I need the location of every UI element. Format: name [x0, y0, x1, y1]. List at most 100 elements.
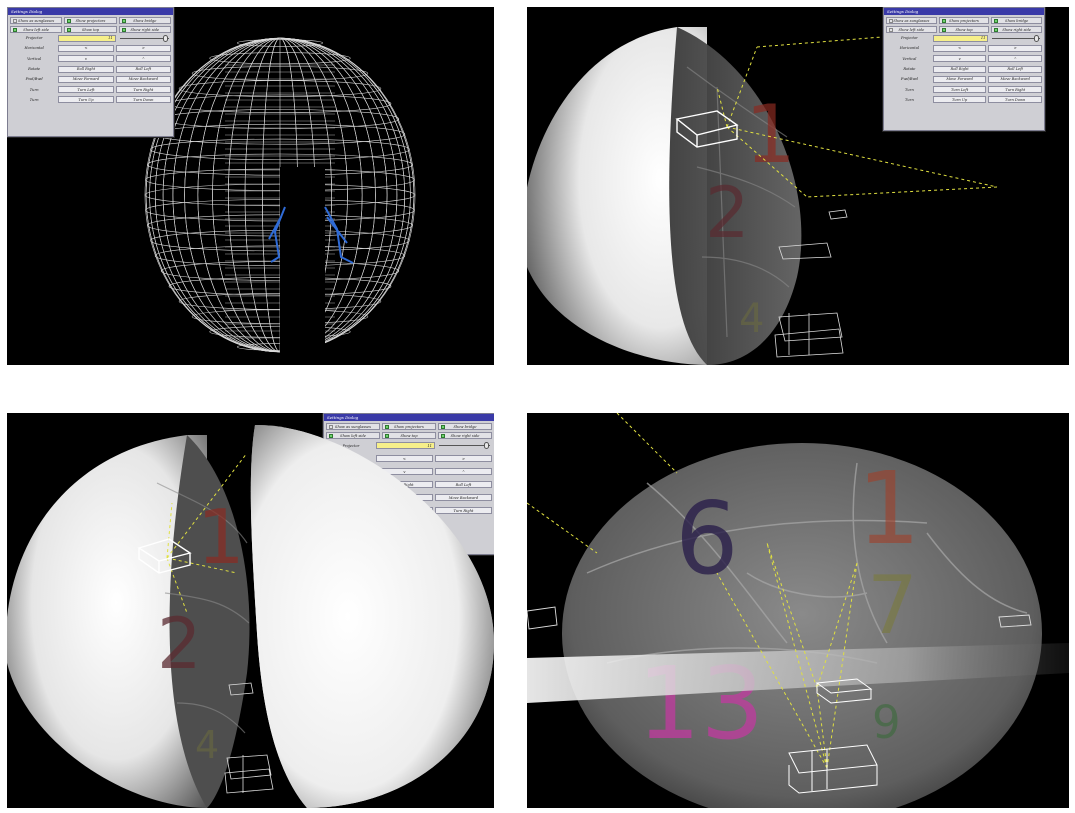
- half-sphere-render: 1 2 4: [527, 27, 998, 365]
- turn-left-button[interactable]: Turn Left: [932, 86, 987, 94]
- toggle-top[interactable]: Show top: [382, 432, 436, 439]
- sphere-number: 6: [675, 480, 739, 597]
- move-backward-button[interactable]: Move Backward: [115, 75, 172, 83]
- sphere-number: 2: [705, 172, 750, 254]
- vertical-up-button[interactable]: ^: [434, 468, 493, 475]
- toggle-sunglasses[interactable]: Show as sunglasses: [326, 423, 380, 430]
- projector-slider[interactable]: [437, 442, 492, 449]
- sphere-number: 1: [857, 450, 921, 567]
- viewport-split-sphere[interactable]: 1 2 4 Settings Dialog Show as sunglasses…: [7, 413, 494, 808]
- settings-dialog: Settings Dialog Show as sunglasses Show …: [883, 7, 1045, 131]
- move-forward-button[interactable]: Move Forward: [58, 75, 114, 83]
- move-forward-button[interactable]: Move Forward: [932, 75, 987, 83]
- toggle-sunglasses[interactable]: Show as sunglasses: [886, 17, 937, 24]
- toggle-bridge[interactable]: Show bridge: [991, 17, 1043, 24]
- projector-slider[interactable]: [990, 34, 1042, 42]
- toggle-sunglasses[interactable]: Show as sunglasses: [10, 17, 63, 24]
- wireframe-sphere-render: [144, 37, 416, 365]
- horizontal-right-button[interactable]: >: [988, 44, 1043, 52]
- slider-knob[interactable]: [163, 34, 169, 42]
- viewport-closeup-sphere[interactable]: 6 1 7 13 9: [527, 413, 1069, 808]
- projector-slider[interactable]: [118, 34, 171, 42]
- roll-left-button[interactable]: Roll Left: [434, 481, 493, 488]
- row-label: Vertical: [343, 469, 358, 474]
- projector-box: [788, 678, 878, 794]
- closeup-sphere-render: 6 1 7 13 9: [527, 413, 1069, 808]
- projector-input[interactable]: 11: [58, 34, 116, 42]
- turn-left-button[interactable]: Turn Left: [375, 507, 433, 514]
- row-label: Horizontal: [24, 46, 44, 51]
- move-forward-button[interactable]: Move Forward: [375, 494, 433, 501]
- toggle-bridge[interactable]: Show bridge: [118, 17, 171, 24]
- roll-left-button[interactable]: Roll Left: [988, 65, 1043, 73]
- roll-right-button[interactable]: Roll Right: [58, 65, 114, 73]
- sphere-number: 9: [872, 696, 901, 749]
- turn-right-button[interactable]: Turn Right: [115, 86, 172, 94]
- toggle-left-side[interactable]: Show left side: [10, 26, 63, 33]
- toggle-right-side[interactable]: Show right side: [118, 26, 171, 33]
- projector-input[interactable]: 11: [375, 442, 435, 449]
- row-label: Rotate: [344, 482, 357, 487]
- dialog-title: Settings Dialog: [884, 8, 1044, 15]
- slider-knob[interactable]: [484, 442, 490, 449]
- horizontal-left-button[interactable]: <: [375, 455, 433, 462]
- toggle-projectors[interactable]: Show projectors: [938, 17, 990, 24]
- vertical-up-button[interactable]: ^: [115, 55, 172, 63]
- move-backward-button[interactable]: Move Backward: [434, 494, 493, 501]
- vertical-down-button[interactable]: v: [932, 55, 987, 63]
- projector-label: Projector: [342, 443, 360, 448]
- projection-lines: [716, 36, 998, 198]
- blue-projection-lines: [268, 206, 354, 264]
- horizontal-left-button[interactable]: <: [932, 44, 987, 52]
- row-label: Horizontal: [341, 456, 361, 461]
- roll-right-button[interactable]: Roll Right: [375, 481, 433, 488]
- vertical-down-button[interactable]: v: [375, 468, 433, 475]
- turn-down-button[interactable]: Turn Down: [115, 96, 172, 104]
- viewport-wireframe[interactable]: Settings Dialog Show as sunglasses Show …: [7, 7, 494, 365]
- projection-lines: [166, 452, 248, 614]
- projector-label: Projector: [900, 36, 918, 41]
- projector-box: [675, 110, 739, 148]
- sphere-number: 2: [157, 603, 202, 685]
- vertical-up-button[interactable]: ^: [988, 55, 1043, 63]
- horizontal-left-button[interactable]: <: [58, 44, 114, 52]
- turn-down-button[interactable]: Turn Down: [988, 96, 1043, 104]
- turn-left-button[interactable]: Turn Left: [58, 86, 114, 94]
- slider-knob[interactable]: [1034, 34, 1040, 42]
- row-label: Rotate: [903, 67, 916, 72]
- horizontal-right-button[interactable]: >: [434, 455, 493, 462]
- light-beam: [527, 643, 1069, 703]
- toggle-top[interactable]: Show top: [64, 26, 117, 33]
- sphere-number: 7: [867, 559, 918, 652]
- turn-up-button[interactable]: Turn Up: [58, 96, 114, 104]
- roll-right-button[interactable]: Roll Right: [932, 65, 987, 73]
- toggle-bridge[interactable]: Show bridge: [438, 423, 492, 430]
- roll-left-button[interactable]: Roll Left: [115, 65, 172, 73]
- turn-right-button[interactable]: Turn Right: [988, 86, 1043, 94]
- viewport-half-sphere[interactable]: 1 2 4 Settings Dialog Show as sunglasses…: [527, 7, 1069, 365]
- sphere-number: 4: [195, 723, 219, 767]
- toggle-projectors[interactable]: Show projectors: [64, 17, 117, 24]
- projector-input[interactable]: 11: [932, 34, 989, 42]
- row-label: Vertical: [27, 56, 42, 61]
- horizontal-right-button[interactable]: >: [115, 44, 172, 52]
- row-label: Horizontal: [899, 46, 920, 51]
- row-label: Vertical: [902, 56, 917, 61]
- row-label: Turn: [905, 97, 914, 102]
- row-label: Turn: [346, 508, 356, 513]
- sphere-number: 1: [745, 88, 796, 181]
- toggle-top[interactable]: Show top: [938, 26, 990, 33]
- toggle-left-side[interactable]: Show left side: [886, 26, 937, 33]
- toggle-left-side[interactable]: Show left side: [326, 432, 380, 439]
- row-label: Turn: [905, 87, 914, 92]
- turn-up-button[interactable]: Turn Up: [932, 96, 987, 104]
- settings-dialog: Settings Dialog Show as sunglasses Show …: [7, 7, 174, 137]
- settings-dialog: Settings Dialog Show as sunglasses Show …: [323, 413, 494, 555]
- row-label: Fwd/Bwd: [25, 77, 43, 82]
- toggle-right-side[interactable]: Show right side: [438, 432, 492, 439]
- toggle-projectors[interactable]: Show projectors: [382, 423, 436, 430]
- vertical-down-button[interactable]: v: [58, 55, 114, 63]
- move-backward-button[interactable]: Move Backward: [988, 75, 1043, 83]
- toggle-right-side[interactable]: Show right side: [991, 26, 1043, 33]
- turn-right-button[interactable]: Turn Right: [434, 507, 493, 514]
